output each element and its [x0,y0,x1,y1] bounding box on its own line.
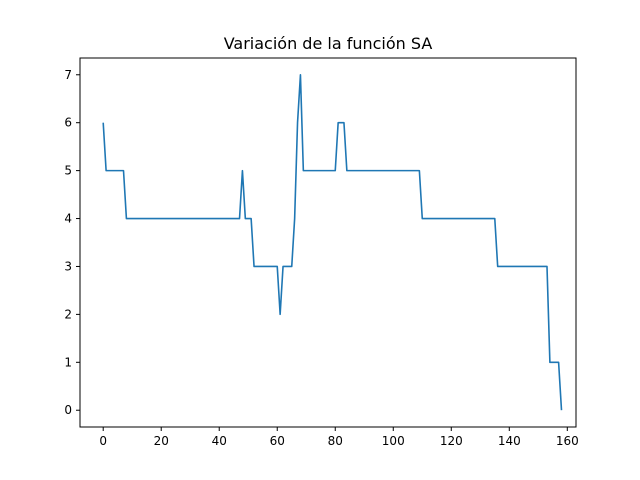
series-line-0 [102,73,563,411]
y-tick-label: 0 [64,403,72,417]
axes-frame [79,57,577,428]
y-tick-label: 4 [64,212,72,226]
x-tick-label: 140 [498,434,521,448]
x-tick-label: 20 [154,434,169,448]
y-tick-label: 3 [64,259,72,273]
x-tick-label: 0 [99,434,107,448]
chart-title: Variación de la función SA [224,34,433,53]
x-tick-label: 120 [440,434,463,448]
plot-area [102,73,563,411]
x-tick-label: 60 [270,434,285,448]
y-tick-label: 6 [64,116,72,130]
y-tick-label: 7 [64,68,72,82]
y-tick-label: 1 [64,355,72,369]
x-tick-label: 160 [556,434,579,448]
x-axis: 0 20 40 60 80 100 120 140 160 [99,427,579,448]
x-tick-label: 80 [328,434,343,448]
y-tick-label: 2 [64,307,72,321]
x-tick-label: 40 [212,434,227,448]
x-tick-label: 100 [382,434,405,448]
y-tick-label: 5 [64,164,72,178]
y-axis: 0 1 2 3 4 5 6 7 [64,68,80,417]
